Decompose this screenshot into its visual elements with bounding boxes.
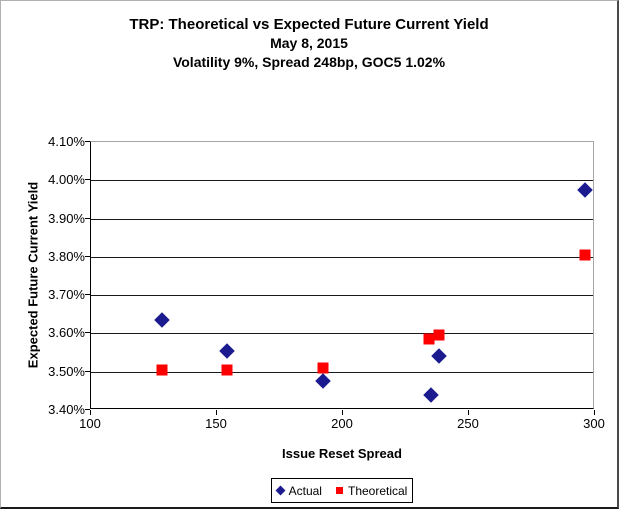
y-tick-label: 3.50% <box>48 364 85 379</box>
data-point-theoretical <box>221 364 233 376</box>
data-point-theoretical <box>317 362 329 374</box>
y-tick-label: 3.90% <box>48 211 85 226</box>
x-tick-mark <box>90 410 91 415</box>
legend-item-actual: Actual <box>275 483 322 498</box>
data-point-theoretical <box>579 249 591 261</box>
y-tick-mark <box>85 141 90 142</box>
chart-subtitle-date: May 8, 2015 <box>270 35 348 51</box>
data-point-theoretical <box>423 333 435 345</box>
gridline-y-3.70 <box>91 295 593 296</box>
x-tick-mark <box>594 410 595 415</box>
gridline-y-3.90 <box>91 219 593 220</box>
x-tick-label: 250 <box>457 416 479 431</box>
y-axis-title: Expected Future Current Yield <box>25 181 41 369</box>
y-tick-mark <box>85 179 90 180</box>
gridline-y-3.60 <box>91 333 593 334</box>
data-point-actual <box>430 348 447 365</box>
chart-title: TRP: Theoretical vs Expected Future Curr… <box>129 16 489 33</box>
data-point-actual <box>423 386 439 403</box>
x-axis-title: Issue Reset Spread <box>282 446 402 461</box>
legend: Actual Theoretical <box>271 478 413 503</box>
data-point-theoretical <box>433 329 445 341</box>
y-tick-mark <box>85 332 90 333</box>
x-tick-label: 150 <box>205 416 227 431</box>
data-point-actual <box>577 182 593 198</box>
y-tick-label: 3.80% <box>48 249 85 264</box>
gridline-y-3.80 <box>91 257 593 258</box>
gridline-y-4.00 <box>91 180 593 181</box>
data-point-theoretical <box>156 364 168 376</box>
chart-title-block: TRP: Theoretical vs Expected Future Curr… <box>1 15 617 72</box>
chart-subtitle-params: Volatility 9%, Spread 248bp, GOC5 1.02% <box>172 54 446 70</box>
x-tick-label: 100 <box>79 416 101 431</box>
legend-item-theoretical: Theoretical <box>335 483 408 498</box>
legend-label-actual: Actual <box>288 483 322 498</box>
x-tick-label: 200 <box>331 416 353 431</box>
y-tick-label: 3.70% <box>48 287 85 302</box>
y-tick-mark <box>85 294 90 295</box>
y-tick-label: 4.00% <box>48 172 85 187</box>
theoretical-square-icon <box>335 487 343 494</box>
y-tick-label: 3.60% <box>48 325 85 340</box>
data-point-actual <box>315 373 331 390</box>
plot-area <box>90 141 594 409</box>
x-tick-label: 300 <box>583 416 605 431</box>
x-tick-mark <box>342 410 343 415</box>
y-tick-mark <box>85 409 90 410</box>
x-tick-mark <box>468 410 469 415</box>
y-tick-mark <box>85 218 90 219</box>
x-tick-mark <box>216 410 217 415</box>
y-tick-label: 4.10% <box>48 134 85 149</box>
gridline-y-3.50 <box>91 372 593 373</box>
data-point-actual <box>219 342 235 359</box>
y-tick-mark <box>85 256 90 257</box>
y-tick-mark <box>85 371 90 372</box>
legend-label-theoretical: Theoretical <box>347 483 408 498</box>
y-tick-label: 3.40% <box>48 402 85 417</box>
data-point-actual <box>153 312 170 328</box>
actual-diamond-icon <box>275 485 286 496</box>
